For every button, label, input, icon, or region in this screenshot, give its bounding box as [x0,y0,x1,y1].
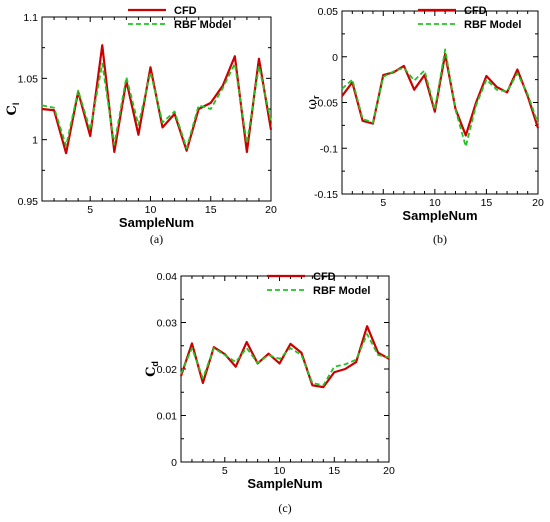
y-tick-label: 0 [332,52,338,64]
panel-label: (c) [278,501,291,515]
panel-label: (b) [433,232,447,246]
y-tick-label: 1 [32,135,38,147]
y-axis-title: Cd [144,361,160,377]
y-axis-symbol: C [5,105,20,115]
x-tick-label: 10 [145,204,157,216]
legend-label-cfd: CFD [313,271,336,283]
series-line-rbf-model [180,333,390,387]
x-axis-title: SampleNum [119,215,194,230]
legend-label-rbf-model: RBF Model [174,19,231,31]
legend-label-cfd: CFD [464,5,487,17]
y-axis-symbol: ω [305,99,320,110]
y-axis-title: Cl [5,103,21,116]
series-line-rbf-model [341,48,539,148]
y-axis-subscript: d [150,361,160,367]
y-tick-label: -0.05 [314,98,338,110]
x-tick-label: 5 [380,197,386,209]
x-tick-label: 10 [429,197,441,209]
panel-label: (a) [150,232,163,246]
series-line-cfd [341,52,540,137]
y-axis-symbol: C [144,367,159,377]
plot-frame [341,10,539,195]
x-tick-label: 20 [532,197,544,209]
y-tick-label: 0.05 [318,6,339,18]
legend-label-rbf-model: RBF Model [464,19,521,31]
y-tick-label: 0.95 [18,196,39,208]
y-tick-label: 1.1 [23,12,38,24]
chart-panel-a: 5 10 15 20 0.95 1 1.05 1.1 SampleNum Cl CFD RBF Mod… [5,5,277,246]
x-tick-label: 20 [383,465,395,477]
x-tick-label: 15 [328,465,340,477]
legend-label-rbf-model: RBF Model [313,285,370,297]
y-axis-subscript: r [311,95,321,99]
x-tick-label: 15 [205,204,217,216]
series-line-rbf-model [41,62,272,150]
x-tick-label: 20 [265,204,277,216]
chart-panel-c: 5 10 15 20 0 0.01 0.02 0.03 0.04 SampleNum Cd CFD RB… [144,271,395,515]
plot-frame [180,275,390,463]
chart-panel-b: 5 10 15 20 -0.15 -0.1 -0.05 0 0.05 SampleNum ωr CFD… [305,5,544,246]
y-tick-label: 0.04 [157,271,178,283]
x-tick-label: 15 [481,197,493,209]
y-tick-label: 0.02 [157,364,178,376]
y-tick-label: 0.01 [157,411,178,423]
y-tick-label: 1.05 [18,73,39,85]
y-tick-label: -0.15 [314,189,338,201]
x-axis-title: SampleNum [247,476,322,491]
y-tick-label: 0 [171,457,177,469]
plot-frame [41,16,272,202]
y-axis-subscript: l [11,103,21,106]
x-tick-label: 5 [87,204,93,216]
x-tick-label: 10 [274,465,286,477]
x-axis-title: SampleNum [402,208,477,223]
y-tick-label: 0.03 [157,318,178,330]
y-tick-label: -0.1 [320,143,338,155]
x-tick-label: 5 [222,465,228,477]
legend-label-cfd: CFD [174,5,197,17]
y-axis-title: ωr [305,95,321,110]
